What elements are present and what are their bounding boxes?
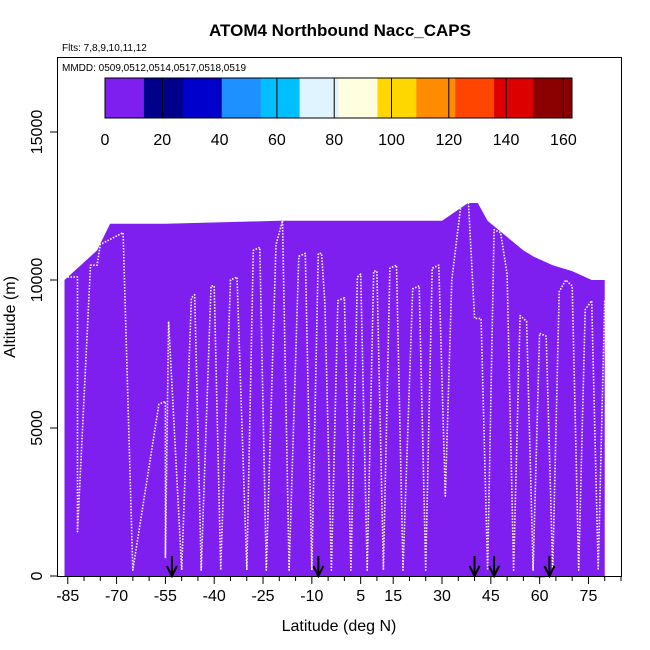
colorbar-tick-label: 60 <box>268 132 286 149</box>
heatmap-cell <box>534 556 545 578</box>
y-axis-label: Altitude (m) <box>2 276 19 358</box>
x-tick-label: 5 <box>356 588 365 605</box>
x-tick-label: -55 <box>154 588 177 605</box>
x-axis: -85 -70 -55 -40 -25 -10 5 15 30 45 60 75 <box>56 576 622 605</box>
colorbar-segment <box>377 78 417 118</box>
x-tick-label: 75 <box>580 588 598 605</box>
flight-track <box>64 193 606 571</box>
colorbar: 0 20 40 60 80 100 120 140 160 <box>101 77 577 149</box>
heatmap-cell <box>365 506 376 528</box>
heatmap-cell <box>359 491 369 513</box>
colorbar-tick-label: 0 <box>101 132 110 149</box>
y-tick-label: 5000 <box>29 410 46 446</box>
flights-note: Flts: 7,8,9,10,11,12 <box>62 43 147 54</box>
colorbar-segment <box>299 78 339 118</box>
x-tick-label: -40 <box>203 588 226 605</box>
colorbar-tick-label: 160 <box>550 132 577 149</box>
x-tick-label: 45 <box>482 588 500 605</box>
colorbar-segment <box>182 78 223 118</box>
colorbar-tick-label: 140 <box>493 132 520 149</box>
colorbar-tick-label: 20 <box>153 132 171 149</box>
heatmap-cell <box>375 515 386 537</box>
y-tick-label: 15000 <box>29 110 46 155</box>
colorbar-segment <box>494 78 534 118</box>
x-axis-label: Latitude (deg N) <box>282 618 397 635</box>
plot-area <box>64 193 606 579</box>
x-tick-label: -25 <box>251 588 274 605</box>
x-tick-label: 15 <box>384 588 402 605</box>
colorbar-tick-label: 40 <box>211 132 229 149</box>
y-axis: 0 5000 10000 15000 <box>29 110 58 580</box>
heatmap-cell <box>183 470 194 492</box>
colorbar-frame <box>104 77 573 119</box>
heatmap-cell <box>385 497 395 519</box>
colorbar-segment <box>143 78 184 118</box>
heatmap-cell <box>394 521 405 542</box>
colorbar-tick-label: 100 <box>378 132 405 149</box>
x-tick-label: 60 <box>531 588 549 605</box>
y-tick-label: 10000 <box>29 258 46 303</box>
y-tick-label: 0 <box>29 571 46 580</box>
heatmap-cell <box>518 547 529 569</box>
coverage-region <box>64 203 605 577</box>
colorbar-segment <box>455 78 495 118</box>
colorbar-segment <box>105 78 145 118</box>
x-tick-label: -70 <box>105 588 128 605</box>
colorbar-segment <box>221 78 262 118</box>
plot-frame <box>57 57 622 577</box>
colorbar-tick-label: 120 <box>435 132 462 149</box>
colorbar-segment <box>260 78 301 118</box>
x-tick-label: -85 <box>56 588 79 605</box>
heatmap-cell <box>430 506 441 528</box>
chart-title: ATOM4 Northbound Nacc_CAPS <box>209 21 471 40</box>
heatmap-cell <box>411 512 421 534</box>
colorbar-segment <box>533 78 573 118</box>
colorbar-segment <box>416 78 456 118</box>
colorbar-segment <box>338 78 378 118</box>
colorbar-tick-label: 80 <box>325 132 343 149</box>
dates-note: MMDD: 0509,0512,0514,0517,0518,0519 <box>62 63 246 74</box>
x-tick-label: -10 <box>300 588 323 605</box>
heatmap-cell <box>225 462 236 483</box>
x-tick-label: 30 <box>433 588 451 605</box>
